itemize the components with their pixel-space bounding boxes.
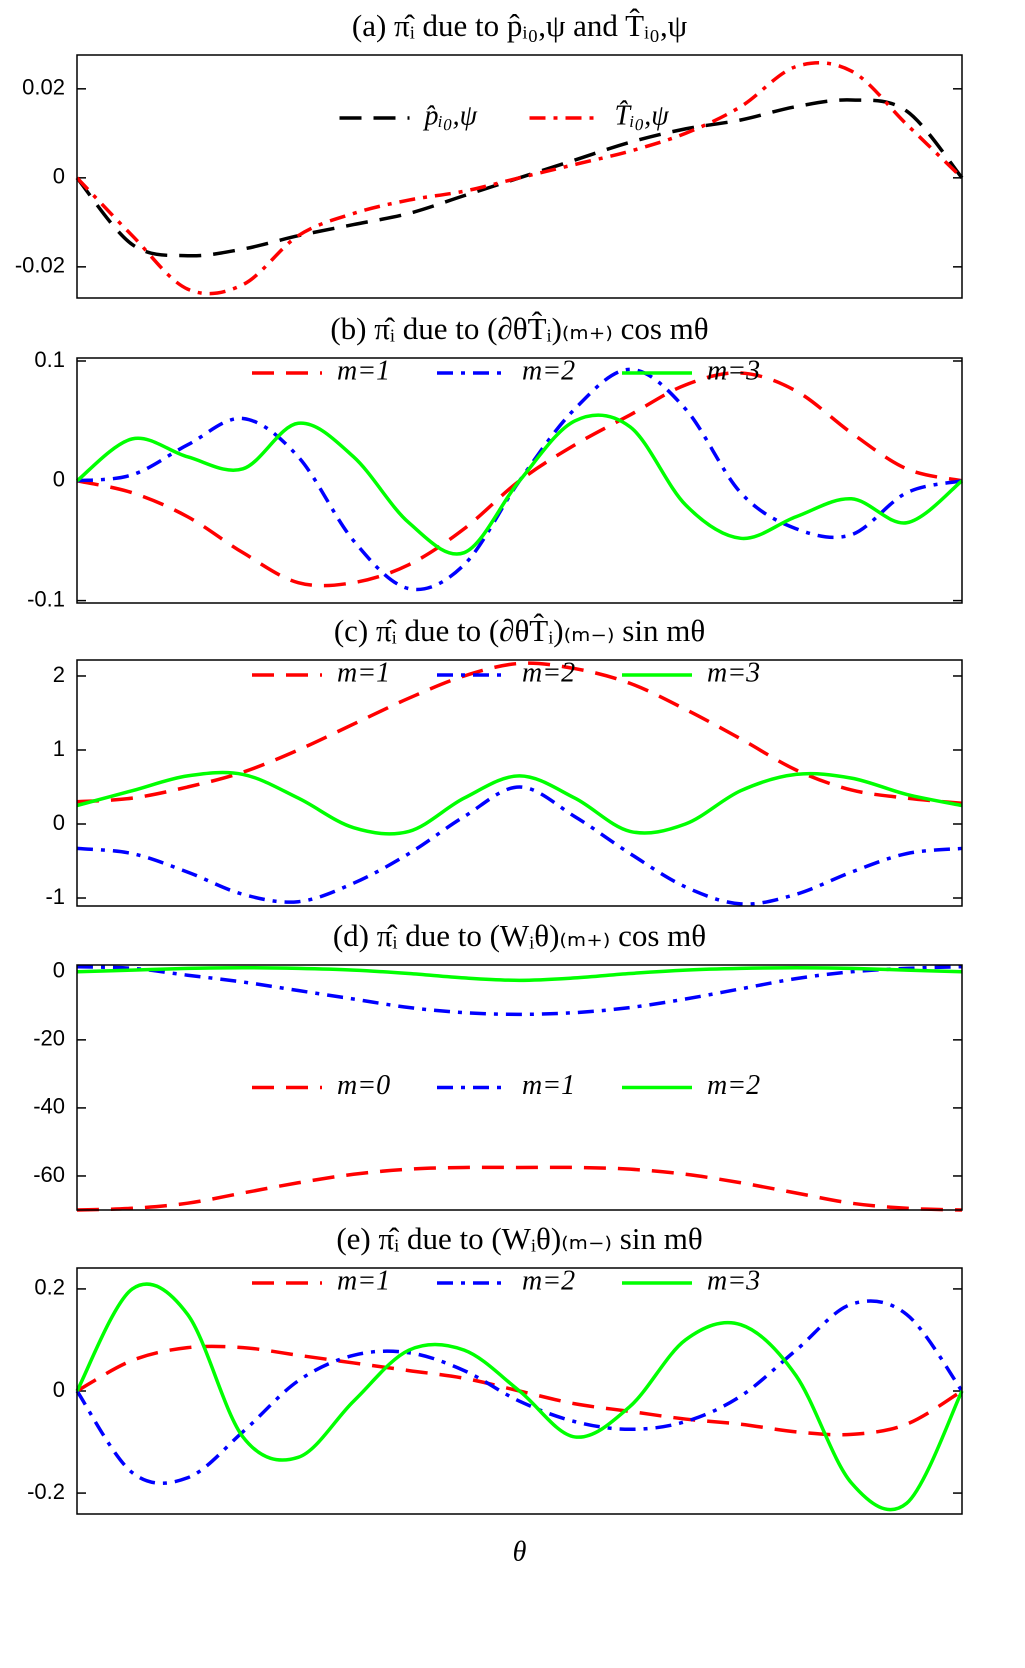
series-line	[75, 61, 964, 296]
legend-label: m=3	[707, 1265, 760, 1296]
legend-label: m=1	[337, 1265, 390, 1296]
series-line	[75, 1299, 964, 1485]
y-tick-label: 0	[53, 810, 65, 835]
legend-label: m=0	[337, 1070, 390, 1101]
legend-label: m=2	[522, 355, 575, 386]
y-tick-label: 0	[53, 958, 65, 983]
series-line	[76, 770, 963, 836]
y-tick-label: 0	[53, 467, 65, 492]
series-line	[76, 661, 963, 806]
y-tick-label: 0.1	[34, 347, 65, 372]
legend-label: T̂ᵢ₀,ψ	[615, 100, 670, 131]
chart-title: (b) π̂ᵢ due to (∂θT̂ᵢ)₍ₘ₊₎ cos mθ	[330, 311, 708, 346]
chart-title: (d) π̂ᵢ due to (Wᵢθ)₍ₘ₊₎ cos mθ	[333, 918, 706, 953]
legend-label: m=3	[707, 657, 760, 688]
legend-label: m=2	[522, 1265, 575, 1296]
chart-title: (e) π̂ᵢ due to (Wᵢθ)₍ₘ₋₎ sin mθ	[336, 1221, 702, 1256]
series-line	[76, 964, 963, 1017]
y-tick-label: -0.02	[15, 253, 65, 278]
y-tick-label: -20	[33, 1026, 65, 1051]
y-tick-label: -60	[33, 1162, 65, 1187]
axes-box	[76, 964, 963, 1211]
legend-label: m=2	[522, 657, 575, 688]
y-tick-label: 0.2	[34, 1275, 65, 1300]
y-tick-label: 1	[53, 736, 65, 761]
series-line	[76, 1165, 963, 1212]
axes-box	[76, 659, 963, 907]
y-tick-label: -0.2	[27, 1479, 65, 1504]
y-tick-label: -0.1	[27, 586, 65, 611]
chart-title: (c) π̂ᵢ due to (∂θT̂ᵢ)₍ₘ₋₎ sin mθ	[334, 613, 705, 648]
y-tick-label: 2	[53, 662, 65, 687]
series-line	[76, 965, 963, 983]
y-tick-label: -1	[45, 884, 65, 909]
legend-label: m=1	[337, 657, 390, 688]
legend-label: p̂ᵢ₀,ψ	[423, 100, 478, 131]
x-axis-label: θ	[513, 1536, 527, 1567]
axes-box	[76, 1267, 963, 1515]
axes-box	[76, 54, 963, 299]
y-tick-label: 0	[53, 164, 65, 189]
legend-label: m=3	[707, 355, 760, 386]
legend-label: m=1	[337, 355, 390, 386]
y-tick-label: 0.02	[22, 75, 65, 100]
series-line	[76, 371, 963, 588]
axes-box	[76, 357, 963, 604]
series-line	[76, 785, 963, 906]
legend-label: m=2	[707, 1070, 760, 1101]
y-tick-label: -40	[33, 1094, 65, 1119]
chart-title: (a) π̂ᵢ due to p̂ᵢ₀,ψ and T̂ᵢ₀,ψ	[352, 8, 688, 43]
series-line	[75, 1282, 964, 1512]
legend-label: m=1	[522, 1070, 575, 1101]
series-line	[75, 413, 964, 556]
y-tick-label: 0	[53, 1377, 65, 1402]
